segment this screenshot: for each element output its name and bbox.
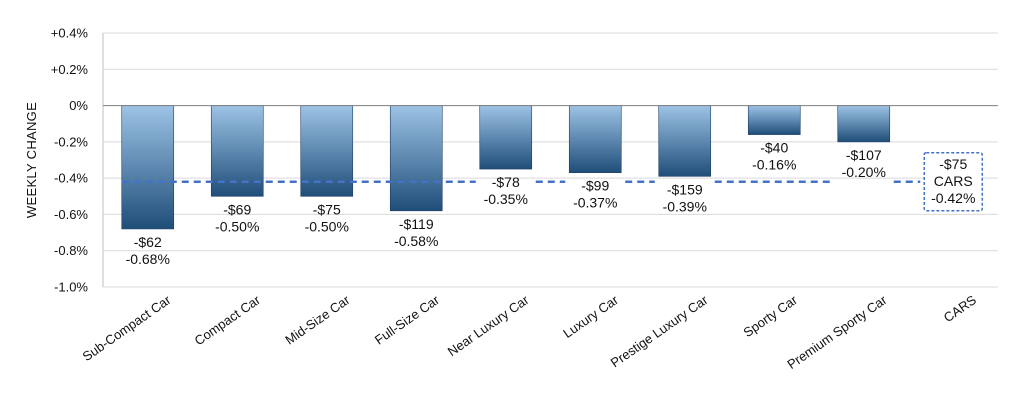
bar-dollar-label: -$107 — [846, 147, 882, 163]
y-tick-label: -1.0% — [54, 280, 88, 295]
bar-percent-label: -0.50% — [305, 218, 349, 234]
bar-dollar-label: -$62 — [134, 234, 162, 250]
bar-dollar-label: -$159 — [667, 181, 703, 197]
y-tick-label: 0% — [69, 98, 88, 113]
y-tick-label: +0.2% — [51, 62, 89, 77]
y-tick-label: -0.2% — [54, 134, 88, 149]
reference-label-line: -$75 — [939, 156, 967, 172]
x-tick-label: CARS — [941, 292, 979, 325]
bar — [121, 105, 175, 230]
y-axis-label: WEEKLY CHANGE — [24, 102, 39, 218]
x-tick-label: Prestige Luxury Car — [608, 292, 711, 371]
y-tick-label: +0.4% — [51, 26, 89, 41]
y-tick-label: -0.6% — [54, 207, 88, 222]
x-tick-label: Full-Size Car — [372, 292, 443, 348]
x-tick-label: Premium Sporty Car — [784, 292, 890, 372]
data-labels: -$62-0.68%-$69-0.50%-$75-0.50% -$119-0.58… — [126, 140, 886, 267]
y-tick-label: -0.4% — [54, 171, 88, 186]
x-tick-label: Mid-Size Car — [282, 292, 353, 348]
bar-percent-label: -0.58% — [394, 233, 438, 249]
bar-dollar-label: -$78 — [492, 174, 520, 190]
bar-dollar-label: -$99 — [581, 178, 609, 194]
reference-label-box — [923, 152, 983, 212]
x-tick-label: Compact Car — [192, 292, 264, 349]
y-tick-label: -0.8% — [54, 243, 88, 258]
bar-dollar-label: -$75 — [313, 201, 341, 217]
x-tick-label: Sporty Car — [740, 292, 800, 340]
bar-dollar-label: -$40 — [760, 140, 788, 156]
reference-label-line: -0.42% — [931, 190, 975, 206]
bar-percent-label: -0.16% — [752, 157, 796, 173]
bar-percent-label: -0.39% — [663, 198, 707, 214]
bar-dollar-label: -$69 — [223, 201, 251, 217]
x-tick-label: Near Luxury Car — [445, 292, 532, 359]
x-tick-label: Sub-Compact Car — [80, 292, 174, 364]
bar — [389, 105, 443, 212]
bar-percent-label: -0.35% — [484, 191, 528, 207]
bar — [479, 105, 533, 170]
bar — [658, 105, 712, 177]
x-tick-label: Luxury Car — [560, 292, 621, 341]
bar-percent-label: -0.50% — [215, 218, 259, 234]
bar-percent-label: -0.20% — [842, 164, 886, 180]
reference-label-line: CARS — [934, 173, 973, 189]
bar — [568, 105, 622, 173]
bar-percent-label: -0.68% — [126, 251, 170, 267]
bar — [837, 105, 891, 143]
bar — [747, 105, 801, 135]
bar-percent-label: -0.37% — [573, 195, 617, 211]
bar-dollar-label: -$119 — [399, 216, 434, 232]
